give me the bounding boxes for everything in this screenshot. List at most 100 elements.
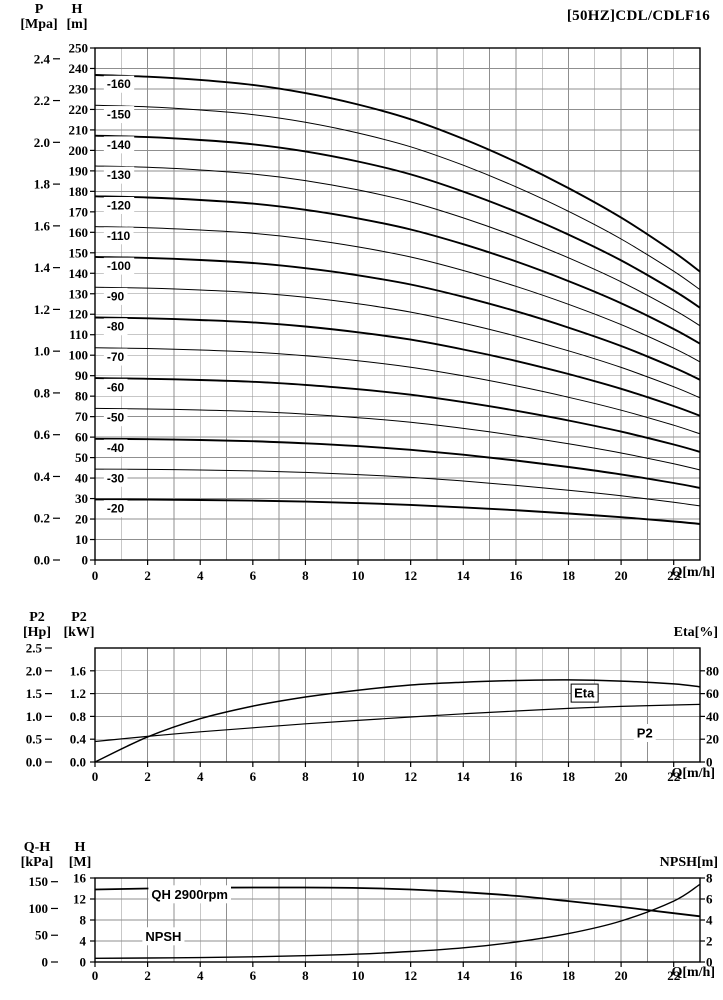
svg-text:250: 250 xyxy=(69,41,89,56)
svg-text:30: 30 xyxy=(75,491,88,506)
chart-title: [50HZ]CDL/CDLF16 xyxy=(566,8,710,24)
p-axis-header: P [Mpa] xyxy=(16,2,62,32)
qh-kpa-symbol: Q-H xyxy=(23,840,51,855)
svg-text:60: 60 xyxy=(706,686,719,701)
svg-text:0.6: 0.6 xyxy=(34,427,51,442)
p2-hp-symbol: P2 xyxy=(29,610,45,625)
svg-text:0.0: 0.0 xyxy=(34,553,50,568)
svg-text:12: 12 xyxy=(73,892,86,907)
svg-text:2: 2 xyxy=(144,568,151,583)
svg-text:120: 120 xyxy=(69,307,89,322)
svg-text:0.2: 0.2 xyxy=(34,511,50,526)
svg-text:170: 170 xyxy=(69,204,89,219)
svg-text:0.8: 0.8 xyxy=(70,709,87,724)
svg-text:0.4: 0.4 xyxy=(70,732,87,747)
svg-text:6: 6 xyxy=(706,892,713,907)
svg-text:1.2: 1.2 xyxy=(70,686,86,701)
svg-text:190: 190 xyxy=(69,163,89,178)
svg-text:2.4: 2.4 xyxy=(34,51,51,66)
svg-text:40: 40 xyxy=(706,709,719,724)
svg-text:-50: -50 xyxy=(107,411,125,425)
hm-axis-header: H [M] xyxy=(62,840,98,870)
svg-text:100: 100 xyxy=(29,901,49,916)
svg-text:2.0: 2.0 xyxy=(34,135,50,150)
svg-text:12: 12 xyxy=(404,968,417,983)
q-axis-label-mid: Q[m/h] xyxy=(671,766,715,781)
svg-text:0.4: 0.4 xyxy=(34,469,51,484)
svg-text:4: 4 xyxy=(706,913,713,928)
svg-text:1.8: 1.8 xyxy=(34,177,51,192)
svg-text:1.0: 1.0 xyxy=(26,709,42,724)
svg-text:0.0: 0.0 xyxy=(70,755,86,770)
svg-text:50: 50 xyxy=(35,928,48,943)
svg-text:22: 22 xyxy=(667,568,680,583)
svg-text:0: 0 xyxy=(82,553,89,568)
svg-text:-70: -70 xyxy=(107,350,125,364)
svg-text:0.8: 0.8 xyxy=(34,385,51,400)
svg-text:80: 80 xyxy=(75,389,88,404)
svg-text:90: 90 xyxy=(75,368,88,383)
svg-text:20: 20 xyxy=(615,769,628,784)
qh-kpa-unit: [kPa] xyxy=(20,855,54,870)
svg-text:18: 18 xyxy=(562,968,576,983)
p-axis-symbol: P xyxy=(34,2,44,17)
svg-text:0: 0 xyxy=(706,755,713,770)
svg-text:6: 6 xyxy=(250,769,257,784)
svg-text:-120: -120 xyxy=(107,198,131,212)
svg-text:0: 0 xyxy=(42,955,49,970)
svg-text:8: 8 xyxy=(302,769,309,784)
svg-text:10: 10 xyxy=(75,532,88,547)
svg-text:-110: -110 xyxy=(107,229,131,243)
h-axis-unit: [m] xyxy=(66,17,88,32)
svg-text:0: 0 xyxy=(92,968,99,983)
svg-text:1.5: 1.5 xyxy=(26,686,43,701)
svg-text:-100: -100 xyxy=(107,259,131,273)
svg-text:10: 10 xyxy=(352,769,365,784)
p2-kw-symbol: P2 xyxy=(71,610,87,625)
svg-text:2.0: 2.0 xyxy=(26,663,42,678)
svg-text:-60: -60 xyxy=(107,380,125,394)
svg-text:-30: -30 xyxy=(107,471,125,485)
svg-text:160: 160 xyxy=(69,225,89,240)
svg-text:8: 8 xyxy=(706,871,713,886)
svg-text:-160: -160 xyxy=(107,77,131,91)
svg-text:-130: -130 xyxy=(107,168,131,182)
p2-hp-unit: [Hp] xyxy=(23,625,51,640)
svg-text:0: 0 xyxy=(706,955,713,970)
h-axis-symbol: H xyxy=(71,2,83,17)
svg-text:140: 140 xyxy=(69,266,89,281)
svg-text:2.5: 2.5 xyxy=(26,641,43,656)
svg-text:4: 4 xyxy=(197,568,204,583)
svg-text:12: 12 xyxy=(404,769,417,784)
svg-text:4: 4 xyxy=(197,968,204,983)
svg-text:2: 2 xyxy=(706,934,713,949)
svg-text:1.2: 1.2 xyxy=(34,302,50,317)
p2-kw-axis-header: P2 [kW] xyxy=(58,610,100,640)
svg-text:1.6: 1.6 xyxy=(34,218,51,233)
svg-text:80: 80 xyxy=(706,663,719,678)
p-axis-unit: [Mpa] xyxy=(20,17,58,32)
q-axis-label-main: Q[m/h] xyxy=(671,565,715,580)
svg-text:0.0: 0.0 xyxy=(26,755,42,770)
svg-text:220: 220 xyxy=(69,102,89,117)
svg-text:P2: P2 xyxy=(637,726,653,741)
svg-text:6: 6 xyxy=(250,968,257,983)
svg-text:240: 240 xyxy=(69,61,89,76)
svg-text:12: 12 xyxy=(404,568,417,583)
svg-text:40: 40 xyxy=(75,471,88,486)
svg-text:8: 8 xyxy=(302,568,309,583)
svg-text:1.4: 1.4 xyxy=(34,260,51,275)
svg-text:2: 2 xyxy=(144,968,151,983)
svg-text:18: 18 xyxy=(562,568,576,583)
svg-text:-150: -150 xyxy=(107,108,131,122)
svg-text:2: 2 xyxy=(144,769,151,784)
svg-text:4: 4 xyxy=(197,769,204,784)
p2-kw-unit: [kW] xyxy=(63,625,95,640)
svg-text:8: 8 xyxy=(80,913,87,928)
svg-text:Eta: Eta xyxy=(574,686,595,701)
svg-text:0: 0 xyxy=(80,955,87,970)
qh-kpa-axis-header: Q-H [kPa] xyxy=(12,840,62,870)
svg-text:110: 110 xyxy=(69,327,88,342)
